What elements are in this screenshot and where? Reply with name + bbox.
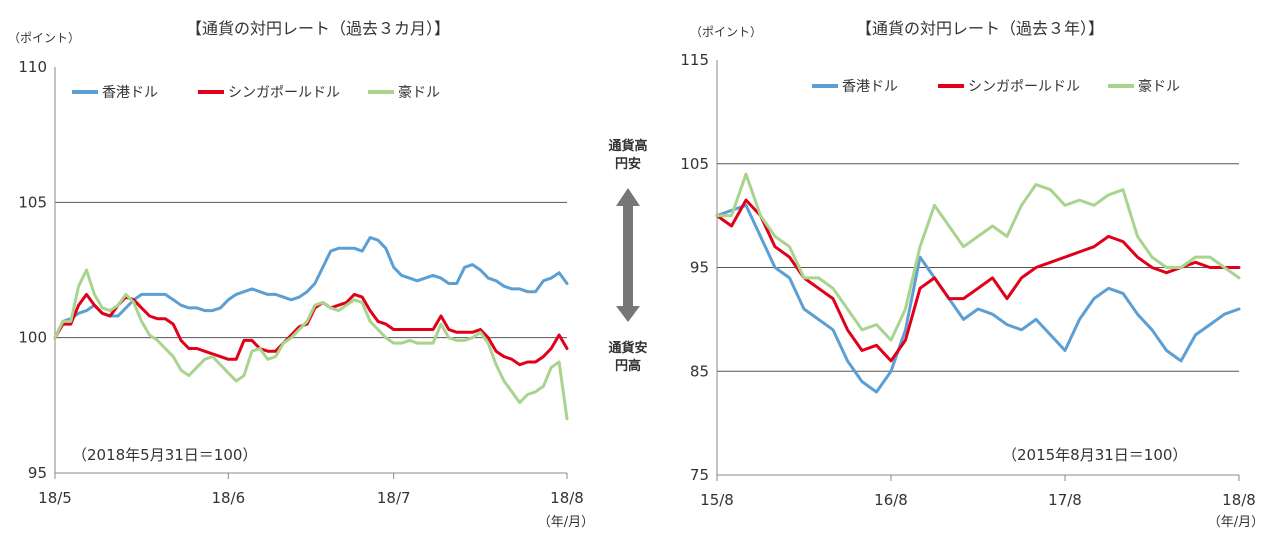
legend-label-hkd: 香港ドル <box>102 85 158 101</box>
y-tick-label: 95 <box>28 464 47 482</box>
legend-label-aud: 豪ドル <box>1138 79 1180 95</box>
y-tick-label: 85 <box>690 362 709 380</box>
series-line-sgd <box>53 292 569 367</box>
series-line-aud <box>715 172 1241 342</box>
arrow-up-head <box>616 188 640 206</box>
chart1-title: 【通貨の対円レート（過去３カ月）】 <box>186 19 450 38</box>
arrow-shaft <box>623 205 633 307</box>
chart2-xunit: （年/月） <box>1208 515 1264 530</box>
chart2-ylabel: （ポイント） <box>690 25 762 39</box>
y-tick-label: 105 <box>680 155 709 173</box>
arrow-down-label-line1: 通貨安 <box>608 340 647 356</box>
y-tick-label: 110 <box>18 58 47 76</box>
arrow-down-head <box>616 306 640 322</box>
chart2-plot: 75 85 95 105 115 15/8 16/8 17/8 18/8 香港ドル シンガポールドル… <box>680 51 1255 509</box>
legend-label-hkd: 香港ドル <box>842 79 898 95</box>
chart1-xunit: （年/月） <box>538 515 594 530</box>
legend-label-aud: 豪ドル <box>398 85 440 101</box>
arrow-up-label-line1: 通貨高 <box>608 138 647 154</box>
arrow-down-label-line2: 円高 <box>615 358 641 374</box>
chart1-ylabel: （ポイント） <box>8 31 80 45</box>
x-tick-label: 18/5 <box>38 489 72 507</box>
x-tick-label: 16/8 <box>874 491 908 509</box>
legend-label-sgd: シンガポールドル <box>228 85 340 101</box>
series-line-sgd <box>715 198 1241 363</box>
y-tick-label: 75 <box>690 466 709 484</box>
chart2-title: 【通貨の対円レート（過去３年）】 <box>856 19 1104 38</box>
y-tick-label: 100 <box>18 329 47 347</box>
arrow-up-label-line2: 円安 <box>615 156 641 172</box>
x-tick-label: 18/7 <box>377 489 411 507</box>
chart1-note: （2018年5月31日＝100） <box>72 446 257 464</box>
y-tick-label: 115 <box>680 51 709 69</box>
series-line-hkd <box>53 236 569 340</box>
chart2-note: （2015年8月31日＝100） <box>1002 446 1187 464</box>
x-tick-label: 18/6 <box>211 489 245 507</box>
y-tick-label: 95 <box>690 259 709 277</box>
x-tick-label: 17/8 <box>1048 491 1082 509</box>
series-line-hkd <box>715 203 1241 394</box>
x-tick-label: 15/8 <box>700 491 734 509</box>
series-line-aud <box>53 268 569 421</box>
y-tick-label: 105 <box>18 193 47 211</box>
chart1-plot: 95 100 105 110 18/5 18/6 18/7 18/8 香港ドル シンガポールドル 豪… <box>18 58 583 507</box>
x-tick-label: 18/8 <box>550 489 584 507</box>
x-tick-label: 18/8 <box>1222 491 1256 509</box>
legend-label-sgd: シンガポールドル <box>968 79 1080 95</box>
